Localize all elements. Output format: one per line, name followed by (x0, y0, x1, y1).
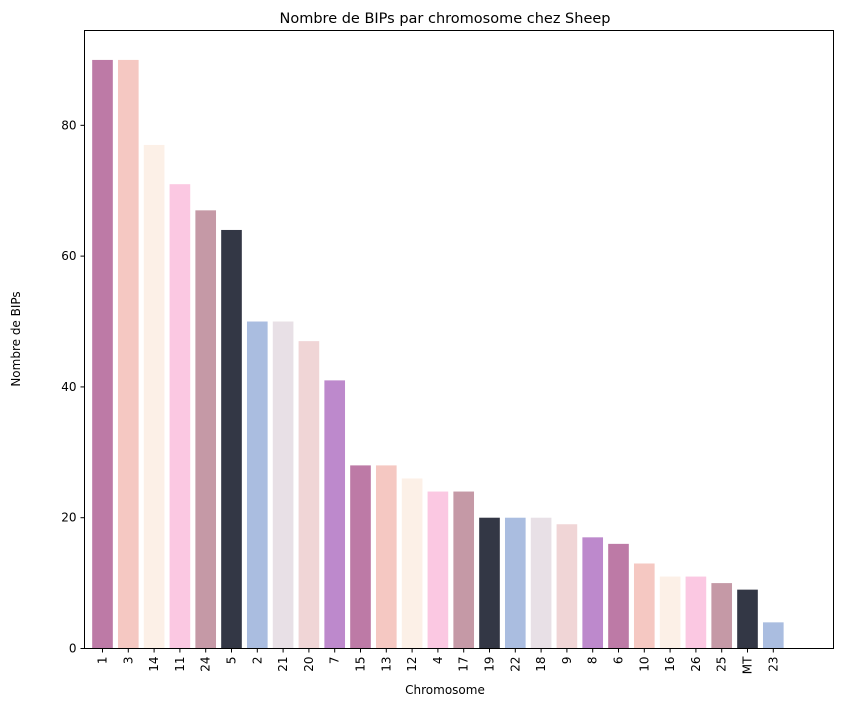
x-tick-label: 10 (637, 657, 651, 672)
bar-9 (556, 524, 578, 649)
x-tick-label: 25 (715, 657, 729, 672)
plot-frame (84, 30, 834, 649)
y-axis: 0 20 40 60 80 (61, 118, 85, 656)
bar-7 (324, 380, 346, 649)
y-tick-label: 20 (61, 511, 76, 525)
x-tick-label: 13 (379, 657, 393, 672)
x-tick-label: 19 (483, 657, 497, 672)
y-tick-label: 40 (61, 380, 76, 394)
bar-2 (246, 321, 268, 649)
x-axis-label: Chromosome (405, 683, 485, 697)
bar-11 (169, 184, 191, 649)
bar-3 (117, 59, 139, 649)
x-tick-label: 8 (586, 657, 600, 665)
bar-21 (272, 321, 294, 649)
x-tick-label: 4 (431, 657, 445, 665)
x-tick-label: 12 (405, 657, 419, 672)
bar-5 (221, 229, 242, 649)
x-tick-label: 23 (766, 657, 780, 672)
bar-8 (582, 537, 604, 649)
x-tick-label: 17 (457, 657, 471, 672)
x-tick-label: 16 (663, 657, 677, 672)
bar-24 (195, 210, 217, 649)
x-tick-label: MT (741, 656, 755, 674)
x-tick-label: 24 (199, 657, 213, 672)
x-tick-label: 21 (276, 657, 290, 672)
bar-MT (737, 589, 758, 649)
y-tick-label: 80 (61, 118, 76, 132)
y-tick-label: 60 (61, 249, 76, 263)
bar-4 (427, 491, 449, 649)
bar-20 (298, 341, 320, 649)
x-tick-label: 7 (328, 657, 342, 665)
x-tick-label: 15 (354, 657, 368, 672)
x-tick-label: 1 (96, 657, 110, 665)
bar-22 (504, 517, 526, 649)
bar-19 (479, 517, 500, 649)
bar-1 (92, 59, 113, 649)
bar-26 (685, 576, 707, 649)
bar-18 (530, 517, 552, 649)
x-tick-label: 11 (173, 657, 187, 672)
bar-14 (143, 144, 165, 649)
x-tick-label: 5 (225, 657, 239, 665)
x-tick-label: 26 (689, 657, 703, 672)
x-tick-label: 14 (147, 657, 161, 672)
x-tick-label: 18 (534, 657, 548, 672)
chart-title: Nombre de BIPs par chromosome chez Sheep (280, 11, 611, 27)
bar-17 (453, 491, 475, 649)
bar-13 (375, 465, 397, 649)
y-axis-label: Nombre de BIPs (9, 291, 23, 386)
y-tick-label: 0 (69, 642, 77, 656)
bar-15 (350, 465, 371, 649)
bar-16 (659, 576, 681, 649)
x-axis: 1 3 14 11 24 5 2 21 20 7 15 13 12 4 17 19 22 18 9 8 6 10 16 26 2… (96, 648, 780, 674)
bars-group (92, 59, 784, 649)
bar-6 (608, 543, 629, 649)
x-tick-label: 9 (560, 657, 574, 665)
x-tick-label: 3 (121, 657, 135, 665)
x-tick-label: 20 (302, 657, 316, 672)
bar-23 (762, 622, 784, 649)
bar-25 (711, 583, 733, 649)
x-tick-label: 22 (508, 657, 522, 672)
bar-12 (401, 478, 423, 649)
x-tick-label: 6 (612, 657, 626, 665)
x-tick-label: 2 (250, 657, 264, 665)
bar-10 (633, 563, 655, 649)
